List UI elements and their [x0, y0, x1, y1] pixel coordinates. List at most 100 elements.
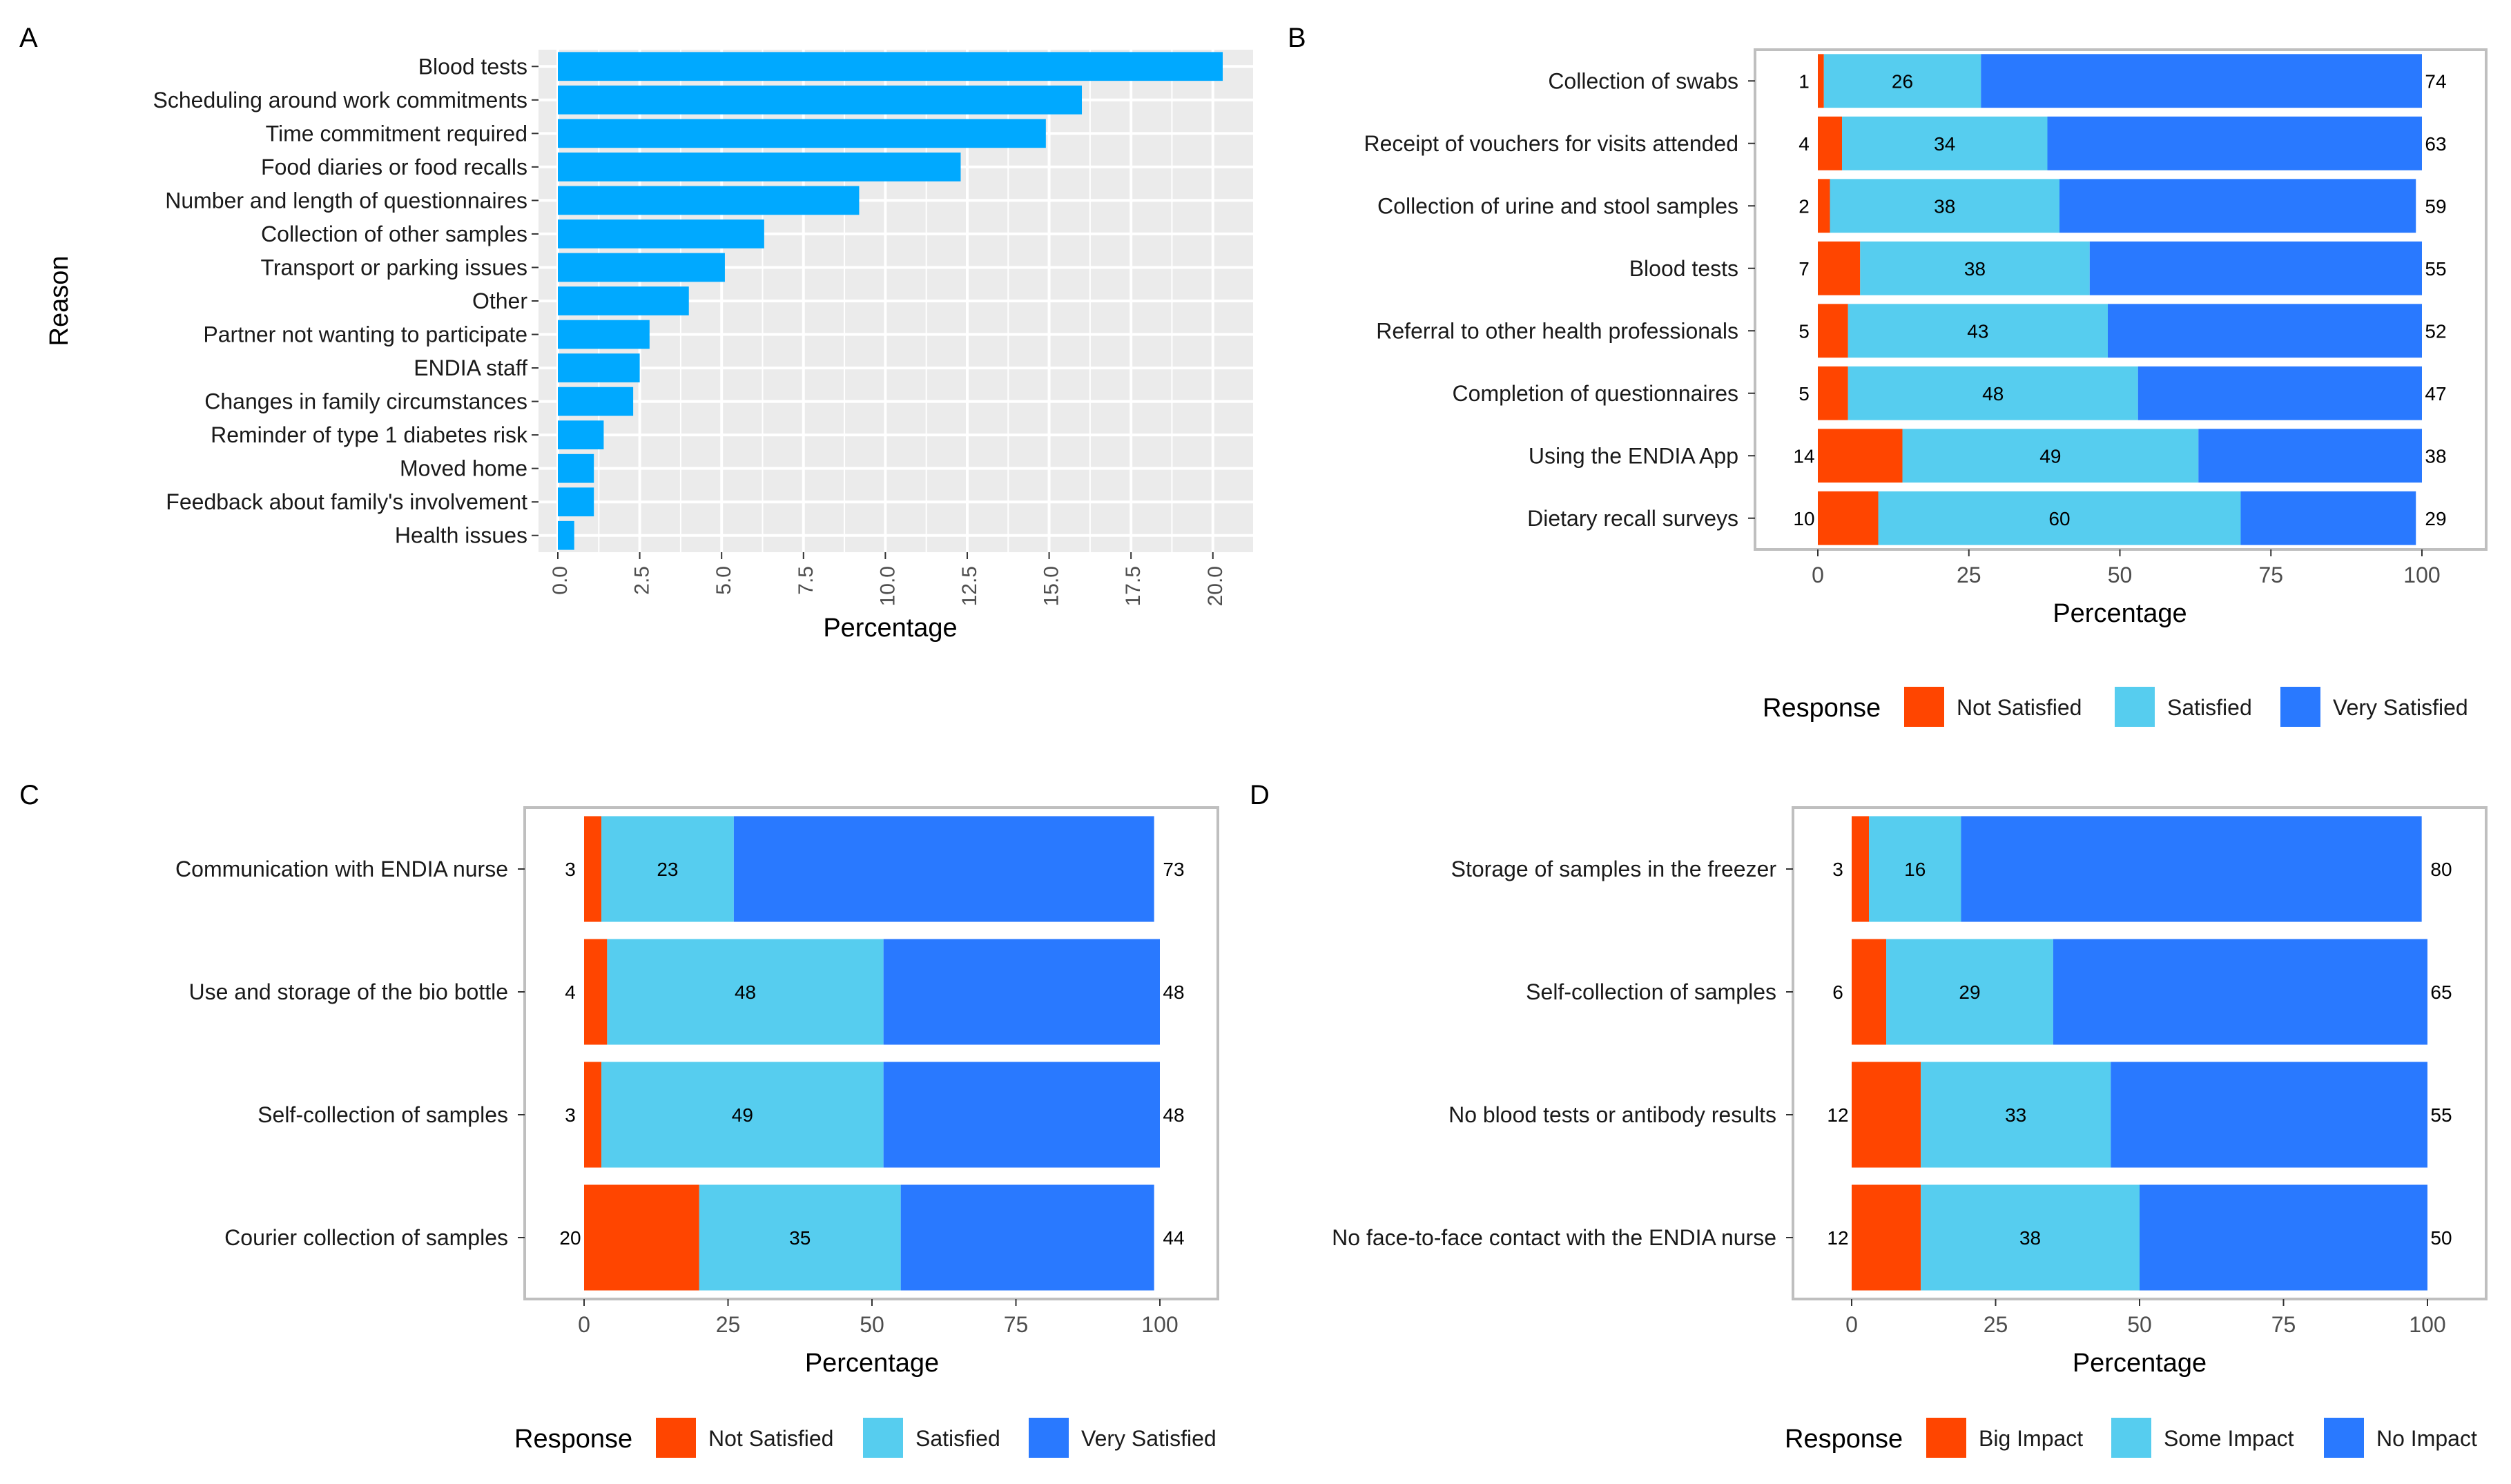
panel-b-value-label-very-satisfied: 63	[2425, 133, 2446, 155]
panel-c-value-label-very-satisfied: 73	[1163, 859, 1184, 880]
panel-a-category-label: Other	[472, 289, 527, 313]
panel-b-x-tick-label: 50	[2108, 563, 2133, 587]
panel-a-bar-number-and-length-of-questionnaires	[558, 186, 860, 215]
panel-b-value-label-satisfied: 26	[1892, 70, 1913, 92]
panel-d-value-label-some-impact: 38	[2019, 1227, 2041, 1249]
panel-d-legend-label-some-impact: Some Impact	[2164, 1426, 2294, 1451]
panel-d-value-label-big-impact: 3	[1832, 859, 1843, 880]
panel-a-category-label: Health issues	[395, 523, 527, 548]
panel-c-bar-satisfied-courier-collection-of-samples	[699, 1184, 901, 1291]
panel-a: A 0.0 2.5 5.0 7.5 10.0 12.5 15.0 17.5 20.0 Blood …	[19, 23, 1253, 643]
panel-b-value-label-not-satisfied: 4	[1799, 133, 1810, 155]
panel-a-tag: A	[19, 23, 38, 53]
panel-b-category-label: Blood tests	[1629, 256, 1738, 281]
panel-d-bar-some-impact-storage-of-samples-in-the-freezer	[1869, 816, 1961, 922]
panel-a-bar-changes-in-family-circumstances	[558, 387, 634, 416]
panel-a-bar-other	[558, 286, 689, 315]
panel-d-x-axis-title: Percentage	[2073, 1349, 2207, 1378]
panel-a-bar-blood-tests	[558, 52, 1223, 81]
panel-c-value-label-satisfied: 49	[732, 1104, 753, 1126]
panel-c-bar-satisfied-communication-with-endia-nurse	[601, 816, 734, 922]
panel-d-value-label-some-impact: 29	[1959, 982, 1980, 1003]
panel-b-legend-label-not-satisfied: Not Satisfied	[1957, 695, 2082, 720]
panel-d-legend-swatch-big-impact	[1926, 1418, 1966, 1458]
panel-d-legend-label-no-impact: No Impact	[2376, 1426, 2477, 1451]
panel-d-bar-some-impact-no-face-to-face-contact-with-the-endia-nurse	[1921, 1184, 2140, 1291]
panel-d-category-label: No blood tests or antibody results	[1448, 1102, 1776, 1127]
panel-d-bar-some-impact-self-collection-of-samples	[1886, 939, 2053, 1045]
panel-d-value-label-some-impact: 33	[2005, 1104, 2026, 1126]
panel-d-category-label: Storage of samples in the freezer	[1451, 857, 1777, 881]
panel-b-value-label-satisfied: 38	[1934, 195, 1955, 217]
panel-d-value-label-big-impact: 6	[1832, 982, 1843, 1003]
panel-c-bar-very-satisfied-self-collection-of-samples	[883, 1062, 1160, 1168]
panel-b-value-label-not-satisfied: 14	[1793, 445, 1814, 467]
panel-b-value-label-satisfied: 49	[2039, 445, 2061, 467]
panel-d-tag: D	[1250, 780, 1270, 810]
panel-b-value-label-not-satisfied: 5	[1799, 320, 1810, 342]
panel-a-bar-scheduling-around-work-commitments	[558, 85, 1083, 115]
panel-d-bar-no-impact-storage-of-samples-in-the-freezer	[1961, 816, 2422, 922]
panel-a-category-label: Blood tests	[418, 54, 527, 79]
panel-c-category-label: Use and storage of the bio bottle	[188, 979, 508, 1004]
panel-a-category-label: Moved home	[400, 456, 527, 481]
panel-b-bar-not-satisfied-completion-of-questionnaires	[1818, 366, 1848, 420]
panel-c-legend-title: Response	[514, 1425, 632, 1454]
panel-b-bar-very-satisfied-blood-tests	[2089, 241, 2422, 295]
panel-c-bar-very-satisfied-courier-collection-of-samples	[900, 1184, 1154, 1291]
panel-b-bar-satisfied-receipt-of-vouchers-for-visits-attended	[1842, 116, 2048, 170]
panel-a-category-label: Feedback about family's involvement	[166, 489, 527, 514]
panel-c: C Communication with ENDIA nurse 3 23 73 Use…	[19, 780, 1219, 1458]
panel-c-legend-swatch-satisfied	[863, 1418, 903, 1458]
panel-c-legend-label-not-satisfied: Not Satisfied	[708, 1426, 833, 1451]
panel-b-bar-very-satisfied-collection-of-swabs	[1981, 54, 2422, 108]
panel-c-bar-very-satisfied-use-and-storage-of-the-bio-bottle	[883, 939, 1160, 1045]
panel-d-category-label: Self-collection of samples	[1526, 979, 1776, 1004]
panel-c-bar-satisfied-use-and-storage-of-the-bio-bottle	[607, 939, 884, 1045]
panel-c-value-label-not-satisfied: 20	[559, 1227, 581, 1249]
panel-d-legend-swatch-some-impact	[2111, 1418, 2151, 1458]
panel-b-value-label-very-satisfied: 52	[2425, 320, 2446, 342]
panel-d: D Storage of samples in the freezer 3 16 80…	[1250, 780, 2488, 1458]
panel-a-x-tick-label: 0.0	[549, 566, 572, 595]
panel-a-x-tick-label: 7.5	[795, 566, 817, 595]
panel-c-value-label-not-satisfied: 3	[565, 859, 576, 880]
panel-a-bar-feedback-about-family-s-involvement	[558, 487, 594, 517]
panel-a-bar-partner-not-wanting-to-participate	[558, 320, 650, 349]
panel-b-bar-very-satisfied-dietary-recall-surveys	[2240, 491, 2416, 545]
panel-c-x-tick-label: 75	[1004, 1312, 1029, 1337]
panel-d-bar-no-impact-no-blood-tests-or-antibody-results	[2111, 1062, 2427, 1168]
panel-b-category-label: Collection of urine and stool samples	[1377, 193, 1738, 218]
panel-b-bar-satisfied-collection-of-swabs	[1823, 54, 1981, 108]
panel-a-category-label: Changes in family circumstances	[204, 389, 527, 414]
panel-b-category-label: Completion of questionnaires	[1453, 381, 1738, 406]
panel-c-value-label-very-satisfied: 48	[1163, 982, 1184, 1003]
panel-b-x-axis-title: Percentage	[2053, 599, 2187, 628]
panel-b-value-label-very-satisfied: 74	[2425, 70, 2446, 92]
panel-a-x-tick-label: 20.0	[1204, 566, 1227, 606]
panel-c-value-label-satisfied: 35	[789, 1227, 811, 1249]
panel-b-bar-very-satisfied-completion-of-questionnaires	[2137, 366, 2422, 420]
panel-d-x-tick-label: 75	[2271, 1312, 2296, 1337]
panel-c-value-label-satisfied: 23	[657, 859, 678, 880]
panel-d-legend-label-big-impact: Big Impact	[1979, 1426, 2083, 1451]
panel-b-category-label: Dietary recall surveys	[1527, 506, 1738, 531]
panel-c-category-label: Courier collection of samples	[224, 1225, 508, 1250]
panel-b-legend-title: Response	[1763, 694, 1881, 723]
panel-c-x-tick-label: 25	[716, 1312, 741, 1337]
panel-b-bar-satisfied-dietary-recall-surveys	[1878, 491, 2241, 545]
panel-a-category-label: Scheduling around work commitments	[153, 88, 527, 113]
panel-b-bar-very-satisfied-receipt-of-vouchers-for-visits-attended	[2047, 116, 2422, 170]
panel-b-bar-very-satisfied-referral-to-other-health-professionals	[2108, 304, 2422, 358]
panel-c-value-label-not-satisfied: 4	[565, 982, 576, 1003]
panel-d-value-label-no-impact: 65	[2430, 982, 2452, 1003]
panel-c-legend-label-satisfied: Satisfied	[915, 1426, 1000, 1451]
panel-a-x-axis-title: Percentage	[823, 614, 957, 643]
panel-b-bar-not-satisfied-receipt-of-vouchers-for-visits-attended	[1818, 116, 1842, 170]
panel-b-x-tick-label: 0	[1812, 563, 1824, 587]
panel-d-value-label-big-impact: 12	[1827, 1227, 1848, 1249]
panel-c-bar-satisfied-self-collection-of-samples	[601, 1062, 884, 1168]
panel-c-bar-not-satisfied-self-collection-of-samples	[584, 1062, 602, 1168]
panel-c-bar-not-satisfied-courier-collection-of-samples	[584, 1184, 699, 1291]
